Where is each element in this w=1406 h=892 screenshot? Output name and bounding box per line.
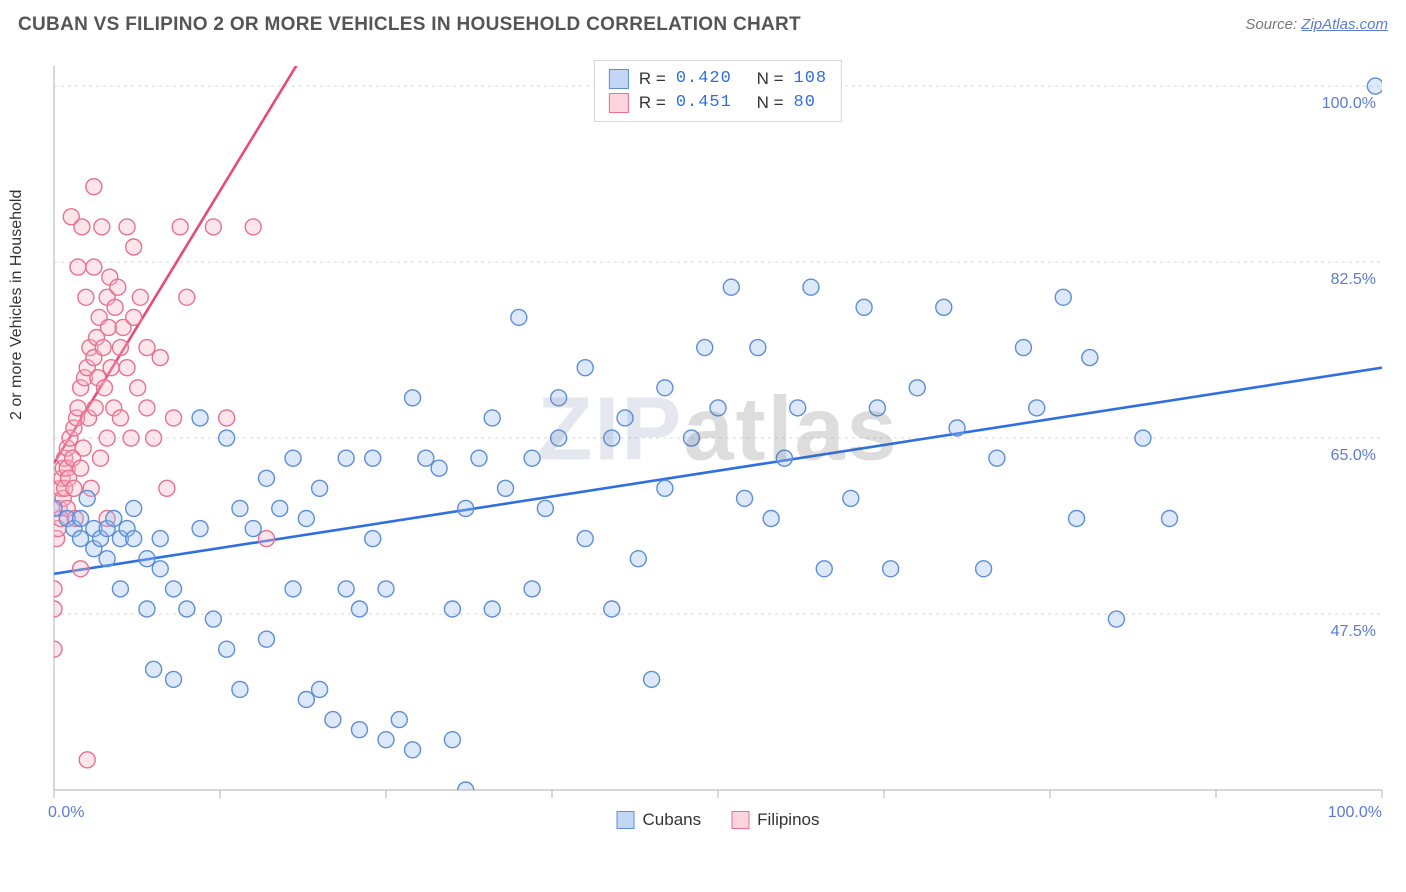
legend-label-cubans: Cubans	[643, 810, 702, 830]
chart-container: CUBAN VS FILIPINO 2 OR MORE VEHICLES IN …	[0, 0, 1406, 892]
chart-svg: 47.5% 65.0% 82.5% 100.0%	[48, 60, 1388, 830]
swatch-filipinos	[609, 93, 629, 113]
svg-text:65.0%: 65.0%	[1331, 447, 1376, 464]
legend-label-filipinos: Filipinos	[757, 810, 819, 830]
chart-title: CUBAN VS FILIPINO 2 OR MORE VEHICLES IN …	[18, 14, 801, 36]
stats-legend-box: R = 0.420 N = 108 R = 0.451 N = 80	[594, 60, 842, 122]
series-legend: Cubans Filipinos	[617, 810, 820, 830]
x-axis-max-label: 100.0%	[1328, 804, 1382, 822]
svg-text:82.5%: 82.5%	[1331, 271, 1376, 288]
x-axis-min-label: 0.0%	[48, 804, 84, 822]
source-label: Source:	[1245, 16, 1301, 33]
stat-n-filipinos: 80	[794, 91, 816, 115]
stat-r-label: R =	[639, 91, 666, 115]
y-axis-label: 2 or more Vehicles in Household	[8, 190, 26, 420]
stats-row-cubans: R = 0.420 N = 108	[609, 67, 827, 91]
svg-text:100.0%: 100.0%	[1322, 95, 1376, 112]
legend-item-filipinos: Filipinos	[731, 810, 819, 830]
stats-row-filipinos: R = 0.451 N = 80	[609, 91, 827, 115]
plot-area: 47.5%65.0%82.5%100.0% ZIPatlas R = 0.420…	[48, 60, 1388, 830]
source-link[interactable]: ZipAtlas.com	[1301, 16, 1388, 33]
svg-text:47.5%: 47.5%	[1331, 623, 1376, 640]
source-attribution: Source: ZipAtlas.com	[1245, 16, 1388, 33]
stat-n-label: N =	[757, 67, 784, 91]
legend-swatch-filipinos	[731, 811, 749, 829]
swatch-cubans	[609, 69, 629, 89]
stat-r-cubans: 0.420	[676, 67, 732, 91]
legend-swatch-cubans	[617, 811, 635, 829]
stat-n-cubans: 108	[794, 67, 828, 91]
stat-r-filipinos: 0.451	[676, 91, 732, 115]
legend-item-cubans: Cubans	[617, 810, 702, 830]
stat-r-label: R =	[639, 67, 666, 91]
stat-n-label: N =	[757, 91, 784, 115]
